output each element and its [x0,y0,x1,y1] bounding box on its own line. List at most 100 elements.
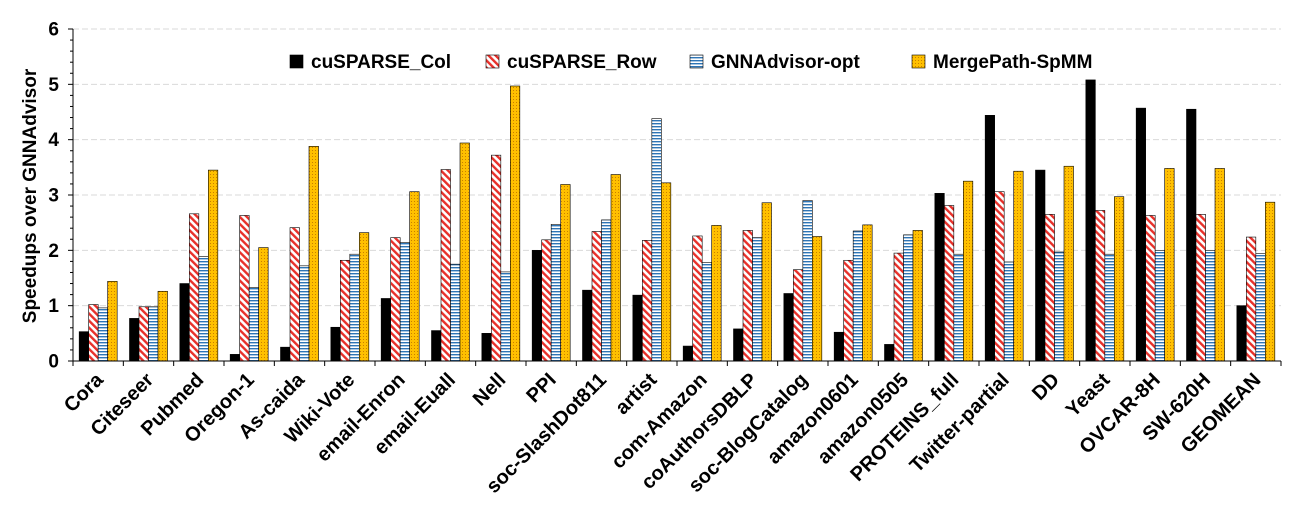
legend-swatch [485,54,500,69]
bar-cusparse-row-ovcar-8h [1145,215,1156,362]
bar-mergepath-spmm-ppi [560,184,571,362]
bar-gnnadvisor-opt-coauthorsdblp [752,237,763,362]
bar-cusparse-col-oregon-1 [229,354,240,362]
bar-cusparse-row-yeast [1095,210,1106,362]
bar-cusparse-row-soc-slashdot811 [591,231,602,362]
bar-mergepath-spmm-wiki-vote [359,232,370,362]
category-label: Nell [469,369,510,410]
bar-cusparse-row-nell [491,154,502,362]
legend-swatch [689,54,704,69]
bar-cusparse-col-yeast [1085,79,1096,362]
category-label: DD [1028,369,1064,405]
bar-mergepath-spmm-oregon-1 [258,247,269,362]
bar-gnnadvisor-opt-artist [651,118,662,362]
bar-gnnadvisor-opt-ovcar-8h [1154,250,1165,362]
legend: cuSPARSE_Col cuSPARSE_Row GNNAdvisor-opt Me… [289,52,1092,73]
bar-gnnadvisor-opt-geomean [1255,253,1266,362]
y-tick-label: 0 [48,352,59,373]
bar-cusparse-row-twitter-partial [994,191,1005,362]
y-axis-title: Speedups over GNNAdvisor [20,68,41,323]
axes [68,28,1282,366]
bar-cusparse-row-sw-620h [1195,214,1206,362]
bar-cusparse-row-soc-blogcatalog [793,269,804,362]
bar-gnnadvisor-opt-yeast [1104,253,1115,362]
bar-gnnadvisor-opt-amazon0505 [903,234,914,362]
bar-gnnadvisor-opt-soc-blogcatalog [802,200,813,362]
bar-gnnadvisor-opt-dd [1054,251,1065,362]
gridlines [73,28,1281,307]
bar-cusparse-row-dd [1044,214,1055,362]
bar-cusparse-row-as-caida [289,227,300,362]
legend-label: cuSPARSE_Col [311,52,451,73]
bar-mergepath-spmm-proteins-full [963,180,974,362]
bar-cusparse-col-ovcar-8h [1135,107,1146,362]
bar-mergepath-spmm-email-euall [459,142,470,362]
legend-swatch [911,54,926,69]
bar-cusparse-row-proteins-full [944,205,955,362]
bar-cusparse-row-amazon0505 [893,252,904,362]
bar-cusparse-row-citeseer [138,306,149,362]
bar-mergepath-spmm-sw-620h [1214,168,1225,362]
bar-cusparse-col-dd [1035,169,1046,362]
bar-cusparse-row-email-euall [440,169,451,362]
bar-mergepath-spmm-twitter-partial [1013,170,1024,362]
bar-cusparse-col-artist [632,294,643,362]
y-tick-label: 6 [48,20,59,41]
bar-cusparse-col-as-caida [280,346,291,362]
bar-gnnadvisor-opt-amazon0601 [852,230,863,362]
bar-gnnadvisor-opt-soc-slashdot811 [601,219,612,362]
y-tick-label: 4 [48,130,59,151]
y-tick-label: 5 [48,75,59,96]
bar-gnnadvisor-opt-email-enron [399,242,410,362]
bar-cusparse-col-wiki-vote [330,326,341,362]
bar-mergepath-spmm-email-enron [409,191,420,362]
bar-mergepath-spmm-coauthorsdblp [761,202,772,362]
bar-cusparse-col-email-enron [380,298,391,362]
bar-cusparse-col-twitter-partial [984,115,995,362]
bar-mergepath-spmm-geomean [1265,201,1276,362]
legend-label: cuSPARSE_Row [507,52,657,73]
bar-gnnadvisor-opt-email-euall [450,263,461,362]
bar-cusparse-row-com-amazon [692,235,703,362]
y-tick-label: 3 [48,186,59,207]
bar-cusparse-col-ppi [531,250,542,362]
bar-gnnadvisor-opt-proteins-full [953,253,964,362]
bar-mergepath-spmm-cora [107,281,118,362]
bar-cusparse-row-ppi [541,239,552,362]
bar-cusparse-col-coauthorsdblp [733,328,744,362]
bar-gnnadvisor-opt-wiki-vote [349,253,360,362]
y-tick-labels: 0 1 2 3 4 5 6 [48,20,59,373]
bar-mergepath-spmm-pubmed [208,169,219,362]
bar-mergepath-spmm-soc-slashdot811 [610,174,621,362]
y-tick-label: 1 [48,296,59,317]
bar-cusparse-col-com-amazon [682,345,693,362]
legend-label: MergePath-SpMM [933,52,1092,73]
bar-cusparse-row-artist [642,240,653,362]
bar-gnnadvisor-opt-ppi [550,224,561,362]
bar-cusparse-row-coauthorsdblp [742,230,753,362]
bar-gnnadvisor-opt-com-amazon [701,262,712,362]
bar-gnnadvisor-opt-sw-620h [1205,250,1216,362]
bar-mergepath-spmm-artist [661,182,672,362]
bar-gnnadvisor-opt-twitter-partial [1003,261,1014,362]
bar-mergepath-spmm-soc-blogcatalog [812,236,823,362]
bar-cusparse-row-oregon-1 [239,215,250,362]
bar-cusparse-col-soc-blogcatalog [783,293,794,362]
bar-mergepath-spmm-yeast [1114,196,1125,362]
bar-cusparse-col-nell [481,333,492,362]
legend-label: GNNAdvisor-opt [711,52,861,73]
bars [78,79,1276,362]
bar-gnnadvisor-opt-oregon-1 [248,287,259,362]
bar-cusparse-col-sw-620h [1186,108,1197,362]
bar-cusparse-col-geomean [1236,305,1247,362]
bar-cusparse-col-amazon0601 [833,331,844,362]
bar-mergepath-spmm-as-caida [308,146,319,362]
bar-mergepath-spmm-com-amazon [711,225,722,362]
bar-gnnadvisor-opt-cora [97,307,108,362]
bar-cusparse-col-cora [78,331,89,362]
bar-cusparse-row-wiki-vote [340,259,351,362]
bar-cusparse-row-email-enron [390,237,401,362]
category-label: PPI [522,369,560,407]
y-tick-label: 2 [48,241,59,262]
